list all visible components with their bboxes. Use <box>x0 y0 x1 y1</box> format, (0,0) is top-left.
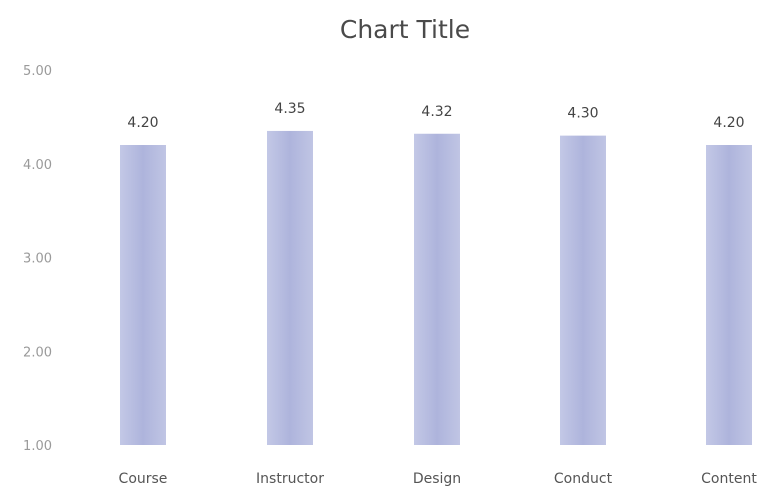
value-label-design: 4.32 <box>421 104 452 120</box>
value-label-content: 4.20 <box>713 115 744 131</box>
y-tick-label: 1.00 <box>23 439 52 454</box>
bar-conduct <box>560 135 606 445</box>
y-tick-label: 5.00 <box>23 64 52 79</box>
y-tick-label: 2.00 <box>23 345 52 360</box>
bar-course <box>120 145 166 445</box>
value-label-instructor: 4.35 <box>274 101 305 117</box>
bar-content <box>706 145 752 445</box>
y-tick-label: 4.00 <box>23 158 52 173</box>
value-label-course: 4.20 <box>127 115 158 131</box>
chart-title: Chart Title <box>340 15 470 44</box>
value-labels: 4.20 4.35 4.32 4.30 4.20 <box>127 101 744 131</box>
category-label-course: Course <box>119 471 168 487</box>
bars <box>120 130 752 445</box>
y-axis-ticks: 1.00 2.00 3.00 4.00 5.00 <box>23 64 52 454</box>
category-label-content: Content <box>701 471 757 487</box>
category-label-instructor: Instructor <box>256 471 324 487</box>
category-label-conduct: Conduct <box>554 471 613 487</box>
y-tick-label: 3.00 <box>23 252 52 267</box>
bar-instructor <box>267 130 313 445</box>
value-label-conduct: 4.30 <box>567 106 598 122</box>
bar-design <box>414 133 460 445</box>
category-labels: Course Instructor Design Conduct Content <box>119 471 758 487</box>
category-label-design: Design <box>413 471 461 487</box>
